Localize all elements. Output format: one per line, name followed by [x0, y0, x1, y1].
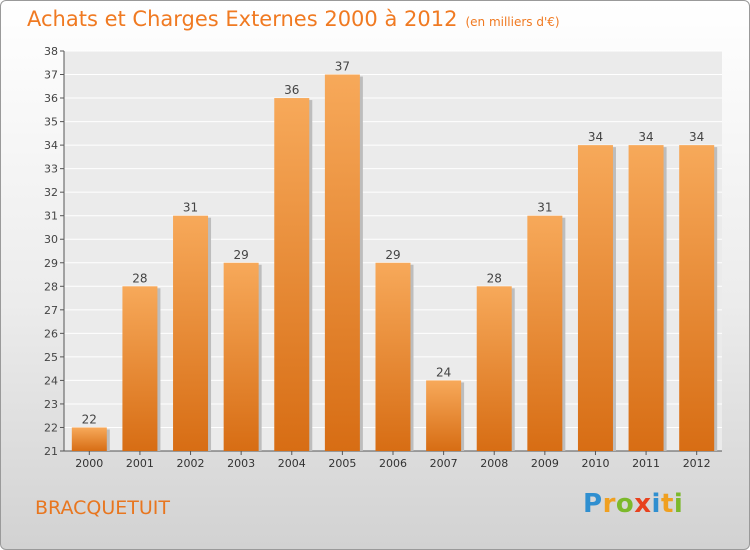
logo-letter: r — [602, 489, 616, 519]
bar — [476, 286, 512, 451]
logo-letter: i — [651, 489, 661, 519]
y-tick-label: 23 — [44, 398, 58, 411]
y-tick-label: 33 — [44, 163, 58, 176]
bar — [122, 286, 158, 451]
data-label: 22 — [82, 412, 97, 426]
x-tick-label: 2002 — [177, 457, 205, 470]
x-tick-label: 2006 — [379, 457, 407, 470]
bar — [173, 215, 209, 451]
logo-letter: t — [660, 489, 674, 519]
y-tick-label: 37 — [44, 69, 58, 82]
bar — [324, 74, 360, 451]
y-tick-label: 28 — [44, 280, 58, 293]
commune-name: BRACQUETUIT — [35, 497, 170, 519]
y-tick-label: 24 — [44, 374, 58, 387]
data-label: 34 — [588, 130, 603, 144]
y-tick-label: 31 — [44, 210, 58, 223]
bar — [71, 427, 107, 451]
data-label: 29 — [234, 248, 249, 262]
data-label: 29 — [385, 248, 400, 262]
data-label: 34 — [689, 130, 704, 144]
bar — [628, 145, 664, 451]
y-tick-label: 30 — [44, 233, 58, 246]
x-tick-label: 2005 — [328, 457, 356, 470]
bar — [679, 145, 715, 451]
data-label: 24 — [436, 365, 451, 379]
data-label: 31 — [537, 201, 552, 215]
data-label: 28 — [132, 271, 147, 285]
bar — [223, 262, 259, 451]
x-tick-label: 2001 — [126, 457, 154, 470]
x-tick-label: 2012 — [683, 457, 711, 470]
y-tick-label: 27 — [44, 304, 58, 317]
y-tick-label: 34 — [44, 139, 58, 152]
bar — [426, 380, 462, 451]
data-label: 31 — [183, 201, 198, 215]
proxiti-logo: Proxiti — [583, 489, 683, 519]
y-tick-label: 21 — [44, 445, 58, 458]
logo-letter: o — [615, 489, 635, 519]
data-label: 28 — [487, 271, 502, 285]
x-tick-label: 2007 — [430, 457, 458, 470]
y-tick-label: 35 — [44, 116, 58, 129]
y-tick-label: 36 — [44, 92, 58, 105]
bar — [527, 215, 563, 451]
bar — [577, 145, 613, 451]
x-tick-label: 2003 — [227, 457, 255, 470]
y-tick-label: 29 — [44, 257, 58, 270]
x-tick-label: 2011 — [632, 457, 660, 470]
x-tick-label: 2000 — [75, 457, 103, 470]
y-tick-label: 32 — [44, 186, 58, 199]
y-tick-label: 25 — [44, 351, 58, 364]
y-tick-label: 22 — [44, 421, 58, 434]
x-tick-label: 2008 — [480, 457, 508, 470]
data-label: 34 — [638, 130, 653, 144]
chart-unit: (en milliers d'€) — [465, 15, 560, 29]
y-tick-label: 26 — [44, 327, 58, 340]
chart-title-block: Achats et Charges Externes 2000 à 2012 (e… — [27, 7, 560, 31]
x-tick-label: 2009 — [531, 457, 559, 470]
data-label: 37 — [335, 60, 350, 74]
y-tick-label: 38 — [44, 45, 58, 58]
logo-letter: i — [673, 489, 684, 519]
data-label: 36 — [284, 83, 299, 97]
x-tick-label: 2004 — [278, 457, 306, 470]
logo-letter: P — [583, 489, 603, 519]
bar — [274, 98, 310, 451]
chart-title: Achats et Charges Externes 2000 à 2012 — [27, 7, 458, 31]
x-tick-label: 2010 — [581, 457, 609, 470]
bar — [375, 262, 411, 451]
logo-letter: x — [634, 489, 652, 519]
